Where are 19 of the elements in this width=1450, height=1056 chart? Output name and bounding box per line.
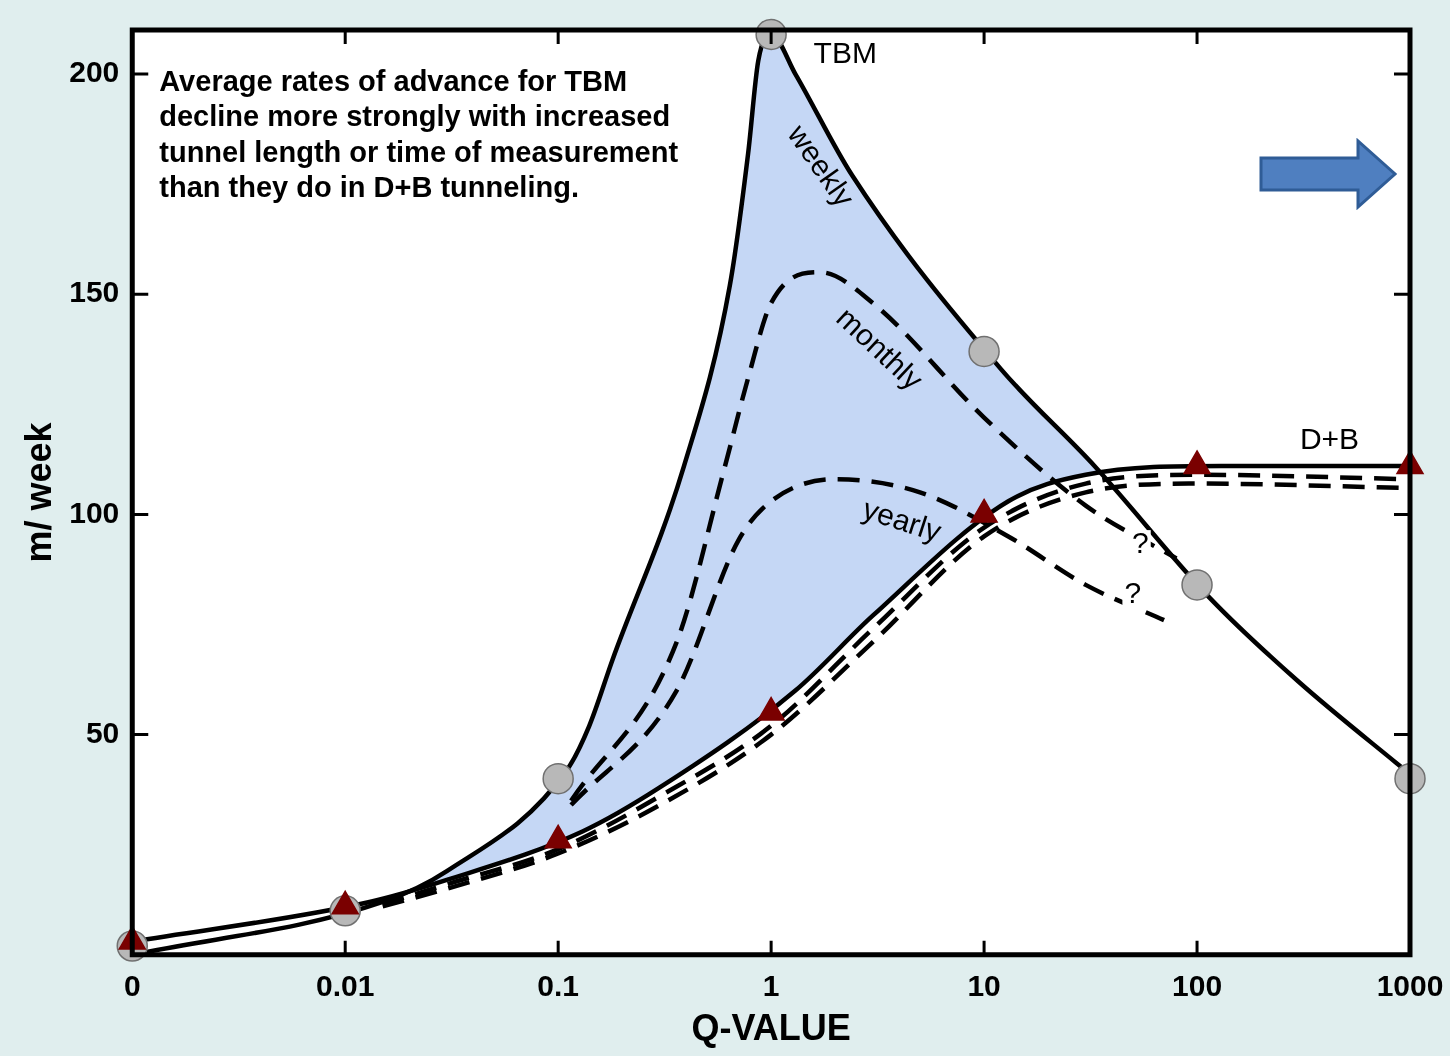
x-axis-title: Q-VALUE <box>691 1007 851 1049</box>
annotation: yearly <box>858 491 946 548</box>
annotation: Average rates of advance for TBM decline more strongly with increased tunnel length or time of measurement than they do in D+B tunneling. <box>159 64 679 203</box>
x-tick-label: 100 <box>1172 969 1223 1003</box>
annotation: ? <box>1132 526 1149 560</box>
y-axis-title: m/ week <box>17 421 59 563</box>
y-tick-label: 50 <box>85 715 120 749</box>
y-tick-label: 100 <box>69 495 120 529</box>
annotation: TBM <box>813 36 877 70</box>
y-tick-label: 200 <box>69 55 120 89</box>
annotation: D+B <box>1299 421 1360 455</box>
y-tick-label: 150 <box>69 275 120 309</box>
x-tick-label: 10 <box>967 969 1001 1003</box>
x-tick-label: 0 <box>123 969 141 1003</box>
x-tick-label: 1 <box>762 969 780 1003</box>
x-tick-label: 1000 <box>1376 969 1444 1003</box>
x-tick-label: 0.01 <box>316 969 375 1003</box>
x-tick-label: 0.1 <box>537 969 580 1003</box>
annotation: ? <box>1124 576 1142 610</box>
